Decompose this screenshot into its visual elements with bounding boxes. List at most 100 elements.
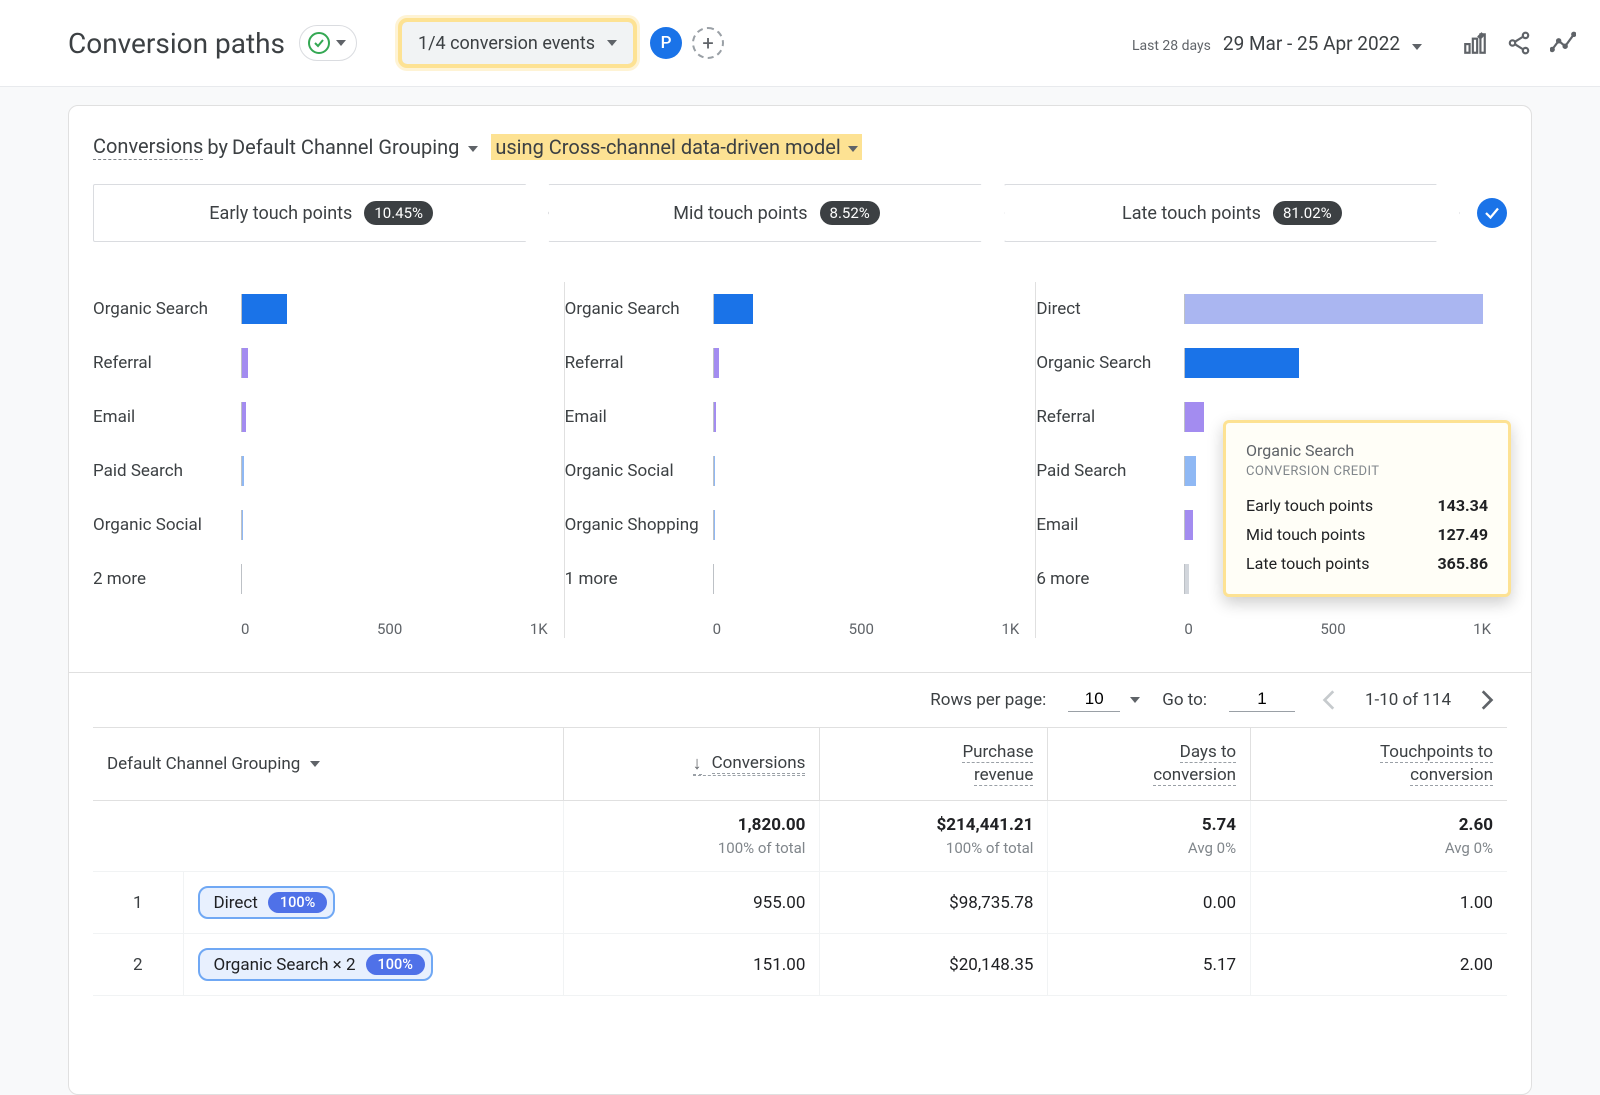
touchpoint-funnel: Early touch points10.45%Mid touch points… <box>93 184 1507 242</box>
table-header-metric[interactable]: Touchpoints toconversion <box>1251 728 1507 801</box>
add-segment-button[interactable]: + <box>692 27 724 59</box>
chart-bar-label: Organic Search <box>565 299 713 319</box>
pagination-range-text: 1-10 of 114 <box>1365 690 1451 710</box>
chart-bar-label: Referral <box>93 353 241 373</box>
chart-bar[interactable] <box>1185 510 1193 540</box>
chart-bar[interactable] <box>1185 564 1189 594</box>
chart-bar-row: Organic Search <box>565 282 1026 336</box>
channel-pill-pct: 100% <box>268 892 327 913</box>
chart-bar-label: Direct <box>1036 299 1184 319</box>
chart-bar[interactable] <box>1185 348 1299 378</box>
chart-bar-row: Organic Social <box>93 498 554 552</box>
date-range-picker[interactable]: Last 28 days 29 Mar - 25 Apr 2022 <box>1132 32 1422 55</box>
chevron-down-icon <box>607 40 617 46</box>
funnel-step-label: Mid touch points <box>673 203 807 224</box>
chart-bar-row: Referral <box>93 336 554 390</box>
tooltip-title: Organic Search <box>1246 441 1488 460</box>
report-card: Conversions by Default Channel Grouping … <box>68 105 1532 1095</box>
customize-report-icon[interactable] <box>1460 28 1490 58</box>
chart-x-axis: 05001K <box>565 620 1026 638</box>
chart-bar[interactable] <box>1185 294 1483 324</box>
chart-bar-label: 6 more <box>1036 569 1184 589</box>
chart-bar-label: Organic Social <box>93 515 241 535</box>
page-title: Conversion paths <box>68 27 285 60</box>
chart-bar-row: Organic Social <box>565 444 1026 498</box>
table-row-channel: Organic Search × 2100% <box>183 934 563 996</box>
table-row-channel: Direct100% <box>183 872 563 934</box>
funnel-step-pct: 8.52% <box>820 201 880 225</box>
table-header-metric[interactable]: ↓Conversions <box>563 728 820 801</box>
subtitle-dimension-dropdown[interactable]: Default Channel Grouping <box>232 135 478 159</box>
chart-bar-label: Referral <box>565 353 713 373</box>
chart-bar-label: Referral <box>1036 407 1184 427</box>
table-header-metric[interactable]: Purchaserevenue <box>820 728 1048 801</box>
chart-bar[interactable] <box>1185 402 1204 432</box>
table-row[interactable]: 1Direct100%955.00$98,735.780.001.00 <box>93 872 1507 934</box>
chart-bar[interactable] <box>242 348 248 378</box>
prev-page-button[interactable] <box>1317 687 1343 713</box>
conversion-events-dropdown[interactable]: 1/4 conversion events <box>401 21 634 65</box>
table-total-cell: 1,820.00100% of total <box>563 801 820 872</box>
chart-tooltip: Organic SearchCONVERSION CREDITEarly tou… <box>1223 420 1511 597</box>
chart-bar[interactable] <box>714 456 715 486</box>
rows-per-page-select[interactable] <box>1068 688 1140 712</box>
go-to-page-input[interactable] <box>1229 688 1295 712</box>
chart-bar-row: Email <box>565 390 1026 444</box>
chart-bar[interactable] <box>714 294 754 324</box>
channel-path-pill[interactable]: Organic Search × 2100% <box>198 948 433 981</box>
funnel-complete-check-icon <box>1477 198 1507 228</box>
rows-per-page-label: Rows per page: <box>930 690 1046 710</box>
table-cell: 1.00 <box>1251 872 1507 934</box>
chart-bar[interactable] <box>714 510 715 540</box>
date-range-label: Last 28 days <box>1132 38 1211 54</box>
table-cell: 151.00 <box>563 934 820 996</box>
funnel-step-pct: 10.45% <box>364 201 433 225</box>
chevron-down-icon <box>1412 44 1422 50</box>
table-row-index: 2 <box>93 934 183 996</box>
segment-badge[interactable]: P <box>650 27 682 59</box>
chart-bar[interactable] <box>1185 456 1196 486</box>
chart-bar[interactable] <box>242 402 246 432</box>
chart-bar[interactable] <box>714 348 719 378</box>
table-header-dimension[interactable]: Default Channel Grouping <box>93 728 563 801</box>
touchpoint-bar-charts: Organic Search Referral Email Paid Search Or… <box>93 282 1507 638</box>
table-cell: 2.00 <box>1251 934 1507 996</box>
rows-per-page-value[interactable] <box>1068 688 1120 712</box>
table-row[interactable]: 2Organic Search × 2100%151.00$20,148.355… <box>93 934 1507 996</box>
funnel-step[interactable]: Late touch points81.02% <box>1004 184 1460 242</box>
chart-bar-row: 1 more <box>565 552 1026 606</box>
chart-x-axis: 05001K <box>93 620 554 638</box>
chart-bar-row: Organic Search <box>93 282 554 336</box>
chart-bar-row: Direct <box>1036 282 1497 336</box>
funnel-step-label: Late touch points <box>1122 203 1261 224</box>
status-dropdown[interactable] <box>299 25 357 61</box>
date-range-value: 29 Mar - 25 Apr 2022 <box>1223 32 1400 55</box>
chart-bar-row: Referral <box>565 336 1026 390</box>
funnel-step[interactable]: Mid touch points 8.52% <box>548 184 1004 242</box>
table-total-cell: $214,441.21100% of total <box>820 801 1048 872</box>
funnel-step[interactable]: Early touch points10.45% <box>93 184 549 242</box>
chart-bar[interactable] <box>714 402 716 432</box>
table-total-cell: 5.74Avg 0% <box>1048 801 1251 872</box>
next-page-button[interactable] <box>1473 687 1499 713</box>
chevron-down-icon <box>336 40 346 46</box>
page-body: Conversions by Default Channel Grouping … <box>0 87 1600 1095</box>
conversion-events-dropdown-label: 1/4 conversion events <box>418 33 595 54</box>
chart-bar-label: Organic Search <box>1036 353 1184 373</box>
chart-bar[interactable] <box>242 510 243 540</box>
chart-bar[interactable] <box>242 294 287 324</box>
table-row-index: 1 <box>93 872 183 934</box>
insights-icon[interactable] <box>1548 28 1578 58</box>
chart-bar-label: Email <box>93 407 241 427</box>
subtitle-metric[interactable]: Conversions <box>93 134 203 160</box>
sort-desc-icon: ↓ <box>693 753 702 775</box>
chart-bar-label: 1 more <box>565 569 713 589</box>
table-header-metric[interactable]: Days toconversion <box>1048 728 1251 801</box>
chart-bar[interactable] <box>242 456 244 486</box>
bar-chart-column: Organic SearchReferralEmailPaid SearchOr… <box>93 282 565 638</box>
channel-path-pill[interactable]: Direct100% <box>198 886 336 919</box>
attribution-model-dropdown[interactable]: using Cross-channel data-driven model <box>491 134 861 160</box>
chart-bar-label: Paid Search <box>1036 461 1184 481</box>
chart-bar-row: Organic Shopping <box>565 498 1026 552</box>
share-icon[interactable] <box>1504 28 1534 58</box>
